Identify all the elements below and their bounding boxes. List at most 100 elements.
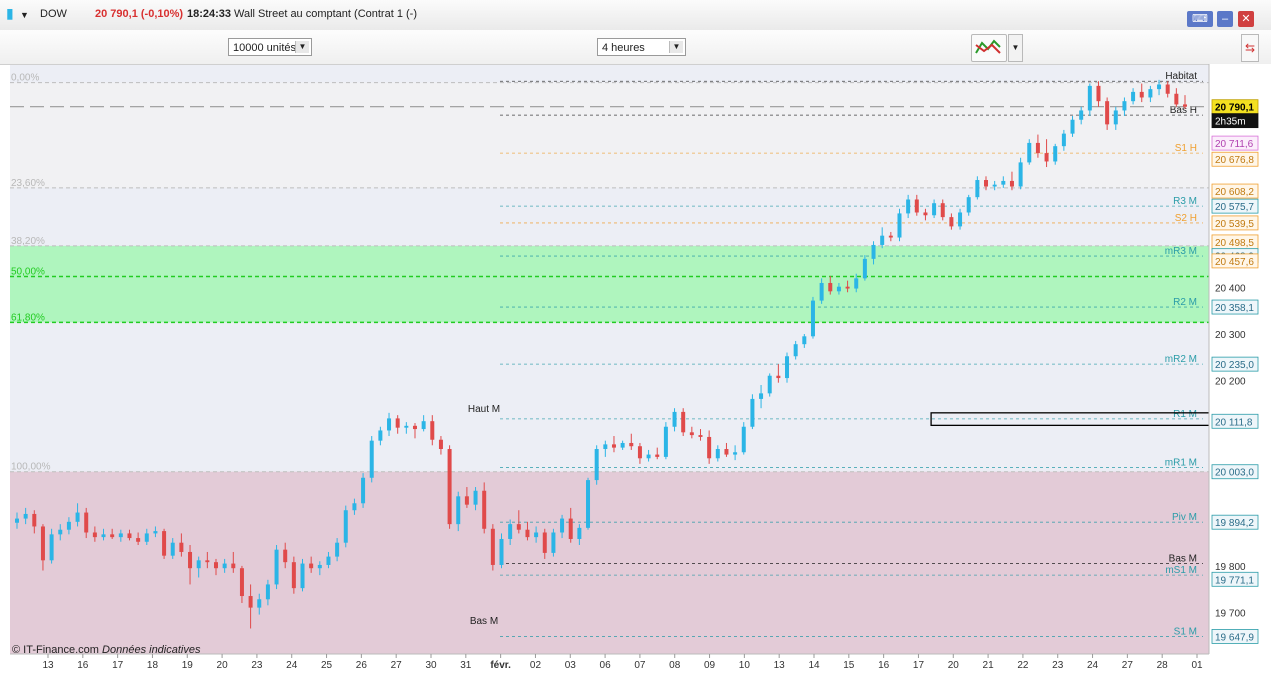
candle-body	[906, 199, 911, 214]
candle-body	[1009, 180, 1014, 187]
candle-body	[940, 203, 945, 218]
candle-body	[387, 418, 392, 431]
side-panel-toggle[interactable]: ⇆	[1241, 34, 1259, 62]
candle-body	[1148, 89, 1153, 98]
candle-body	[196, 560, 201, 569]
price-label-box	[1211, 413, 1259, 429]
candle-body	[231, 563, 236, 569]
candlestick-chart[interactable]: 0,00% 23,60% 38,20% 50,00% 61,80% 100,00% Habi…	[0, 64, 1271, 682]
candle-body	[1157, 84, 1162, 90]
price-label: 20 111,8	[1215, 417, 1253, 428]
x-tick-label: 27	[391, 660, 403, 671]
period-select[interactable]: 4 heures ▼	[597, 38, 686, 56]
copyright-footer: © IT-Finance.com Données indicatives	[12, 644, 200, 656]
pivot-label: Piv M	[1172, 512, 1197, 523]
y-tick-label: 20 300	[1215, 330, 1246, 341]
x-tick-label: févr.	[490, 660, 511, 671]
candle-body	[793, 344, 798, 357]
candle-body	[836, 286, 841, 292]
x-tick-label: 30	[425, 660, 437, 671]
candle-body	[1053, 146, 1058, 162]
price-label: 19 647,9	[1215, 632, 1254, 643]
units-select[interactable]: 10000 unités ▼	[228, 38, 312, 56]
candle-body	[715, 449, 720, 459]
price-label: 20 711,6	[1215, 139, 1254, 150]
pivot-label: R1 M	[1173, 409, 1197, 420]
candle-body	[1018, 162, 1023, 187]
chevron-down-icon: ▼	[295, 41, 309, 53]
x-tick-label: 24	[1087, 660, 1099, 671]
candle-body	[897, 213, 902, 238]
price-label: 19 771,1	[1215, 575, 1254, 586]
keyboard-icon[interactable]: ⌨	[1187, 11, 1213, 27]
x-tick-label: 13	[42, 660, 54, 671]
candle-body	[1105, 101, 1110, 125]
fib-label: 61,80%	[11, 312, 45, 323]
candle-body	[802, 336, 807, 345]
price-label-box	[1211, 571, 1259, 587]
price-label-box	[1211, 464, 1259, 480]
clock-time: 18:24:33	[187, 8, 232, 20]
close-icon[interactable]: ✕	[1238, 11, 1254, 27]
price-label-box	[1211, 183, 1259, 199]
candle-body	[291, 562, 296, 589]
candle-body	[880, 235, 885, 245]
price-label-box	[1211, 629, 1259, 644]
candle-body	[66, 521, 71, 530]
fib-label: 0,00%	[11, 73, 39, 84]
candle-body	[188, 551, 193, 569]
candle-body	[542, 532, 547, 553]
candle-body	[412, 425, 417, 430]
candle-body	[1079, 110, 1084, 120]
candle-body	[1087, 85, 1092, 111]
x-tick-label: 24	[286, 660, 298, 671]
candle-body	[966, 197, 971, 213]
candle-body	[698, 435, 703, 437]
pivot-label: mS1 M	[1165, 565, 1197, 576]
candle-body	[1044, 153, 1049, 162]
candle-body	[629, 442, 634, 447]
candle-body	[992, 184, 997, 187]
candle-body	[404, 425, 409, 428]
green-zone	[10, 245, 1209, 323]
candle-body	[84, 512, 89, 533]
x-tick-label: 26	[356, 660, 368, 671]
candle-body	[534, 532, 539, 538]
annotation-label: Haut M	[468, 404, 500, 415]
candle-body	[932, 203, 937, 216]
candle-body	[750, 398, 755, 427]
candle-body	[430, 421, 435, 440]
x-tick-label: 20	[948, 660, 960, 671]
candle-body	[620, 442, 625, 448]
dropdown-arrow-icon[interactable]: ▼	[20, 10, 29, 20]
candle-body	[984, 180, 989, 187]
candle-body	[274, 549, 279, 585]
candle-body	[300, 563, 305, 589]
candle-body	[265, 584, 270, 600]
candle-body	[611, 444, 616, 448]
pivot-label: mR1 M	[1165, 458, 1197, 469]
minimize-icon[interactable]: –	[1217, 11, 1233, 27]
candle-body	[421, 421, 426, 430]
candle-body	[144, 533, 149, 542]
price-label: 20 676,8	[1215, 155, 1254, 166]
x-tick-label: 03	[565, 660, 577, 671]
price-label: 20 457,6	[1215, 257, 1254, 268]
fib-label: 38,20%	[11, 236, 45, 247]
pivot-label: mR2 M	[1165, 354, 1197, 365]
candle-body	[759, 393, 764, 399]
price-label: 20 539,5	[1215, 219, 1254, 230]
tool-dropdown-arrow[interactable]: ▼	[1008, 34, 1023, 62]
pivot-label: mR3 M	[1165, 246, 1197, 257]
candle-body	[92, 532, 97, 538]
candle-body	[525, 529, 530, 538]
last-price-change: 20 790,1 (-0,10%)	[95, 8, 184, 20]
candle-body	[15, 518, 19, 523]
indicator-tool-button[interactable]	[971, 34, 1007, 62]
candle-body	[118, 533, 123, 538]
candle-body	[914, 199, 919, 213]
candle-body	[32, 513, 37, 527]
candle-body	[136, 538, 141, 542]
pivot-label: R3 M	[1173, 196, 1197, 207]
candle-body	[663, 426, 668, 457]
